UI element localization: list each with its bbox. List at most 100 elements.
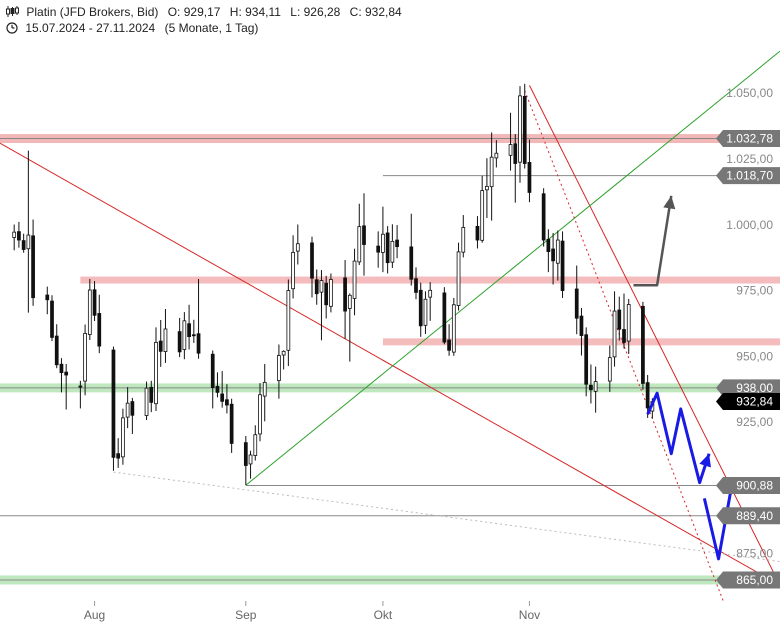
high-value: H: 934,11 bbox=[229, 5, 281, 19]
candle-body-22 bbox=[154, 341, 158, 405]
candle-body-11 bbox=[83, 333, 87, 382]
candle-body-57 bbox=[385, 232, 390, 264]
candle-body-31 bbox=[215, 385, 220, 393]
candle-body-81 bbox=[546, 238, 551, 253]
candle-body-18 bbox=[125, 402, 130, 418]
candle-body-48 bbox=[324, 282, 329, 306]
open-value: O: 929,17 bbox=[167, 5, 221, 19]
candle-body-9 bbox=[64, 371, 69, 376]
candle-body-33 bbox=[225, 399, 229, 406]
level-badge-3-shape bbox=[716, 477, 780, 495]
y-tick-label-6: 875,00 bbox=[736, 547, 773, 561]
trendline-3 bbox=[524, 90, 724, 602]
candle-body-16 bbox=[116, 453, 121, 459]
candle-body-82 bbox=[551, 248, 555, 262]
candle-body-7 bbox=[54, 335, 59, 366]
y-tick-label-0: 1.050,00 bbox=[726, 86, 773, 100]
candle-body-72 bbox=[485, 185, 489, 191]
x-tick-label-3: Nov bbox=[519, 608, 540, 622]
candle-body-5 bbox=[45, 294, 50, 301]
candle-body-84 bbox=[560, 240, 565, 291]
candle-body-86 bbox=[579, 315, 584, 336]
candle-body-83 bbox=[555, 239, 560, 264]
level-badge-0: 1.032,78 bbox=[716, 130, 780, 148]
level-badge-5: 865,00 bbox=[716, 571, 780, 589]
y-tick-label-2: 1.000,00 bbox=[726, 218, 773, 232]
candle-body-17 bbox=[121, 417, 125, 458]
candle-body-14 bbox=[97, 313, 102, 347]
candle-body-35 bbox=[243, 442, 248, 466]
trendline-layer bbox=[0, 50, 780, 602]
candle-body-45 bbox=[310, 242, 314, 279]
resistance-zone-0 bbox=[80, 276, 780, 284]
level-badge-5-shape bbox=[716, 571, 780, 589]
candle-body-94 bbox=[626, 304, 631, 342]
candle-body-37 bbox=[253, 434, 258, 456]
candle-body-61 bbox=[414, 278, 418, 293]
candle-body-77 bbox=[518, 95, 522, 163]
candle-body-66 bbox=[447, 339, 451, 351]
header-line-1: Platin (JFD Brokers, Bid) O: 929,17 H: 9… bbox=[6, 5, 408, 19]
candle-body-26 bbox=[182, 320, 187, 350]
y-tick-label-3: 975,00 bbox=[736, 284, 773, 298]
current-price-badge-shape bbox=[716, 392, 780, 410]
candle-body-59 bbox=[395, 239, 399, 248]
level-badge-1-shape bbox=[716, 167, 780, 185]
candle-body-34 bbox=[229, 403, 234, 444]
candle-body-56 bbox=[381, 233, 385, 253]
candle-body-12 bbox=[87, 289, 92, 335]
candle-body-0 bbox=[12, 231, 17, 238]
period-info: (5 Monate, 1 Tag) bbox=[164, 21, 259, 35]
candle-body-10 bbox=[78, 385, 83, 388]
candle-body-51 bbox=[347, 294, 352, 309]
candle-body-55 bbox=[376, 245, 381, 253]
candle-body-29 bbox=[196, 333, 201, 354]
x-tick-label-0: Aug bbox=[84, 608, 105, 622]
candle-body-23 bbox=[158, 340, 163, 352]
candle-body-39 bbox=[262, 381, 267, 397]
y-tick-label-5: 925,00 bbox=[736, 415, 773, 429]
candle-body-4 bbox=[31, 235, 35, 299]
candle-body-19 bbox=[130, 401, 135, 416]
candle-body-67 bbox=[451, 304, 456, 353]
candle-body-76 bbox=[513, 143, 518, 164]
candle-body-54 bbox=[362, 225, 366, 245]
candle-body-74 bbox=[494, 152, 499, 159]
candle-body-2 bbox=[21, 240, 26, 250]
candle-body-41 bbox=[281, 350, 286, 356]
candle-body-96 bbox=[645, 382, 650, 409]
candle-body-70 bbox=[475, 225, 480, 241]
current-price-badge: 932,84 bbox=[716, 392, 780, 410]
candle-body-87 bbox=[584, 334, 589, 385]
candle-body-27 bbox=[187, 323, 191, 338]
candle-body-20 bbox=[144, 387, 149, 416]
candlestick-icon bbox=[6, 6, 19, 17]
candle-body-90 bbox=[607, 357, 612, 382]
candle-body-24 bbox=[163, 328, 168, 352]
candle-body-50 bbox=[343, 277, 347, 312]
level-badge-5-text: 865,00 bbox=[736, 573, 773, 587]
clock-icon bbox=[6, 22, 18, 34]
zone-layer bbox=[0, 134, 780, 585]
candle-body-95 bbox=[641, 305, 645, 384]
level-badge-1: 1.018,70 bbox=[716, 167, 780, 185]
candle-body-91 bbox=[612, 310, 617, 358]
trendline-2 bbox=[245, 50, 780, 486]
candle-body-78 bbox=[522, 96, 527, 164]
candle-body-79 bbox=[527, 162, 532, 193]
x-tick-label-2: Okt bbox=[374, 608, 393, 622]
candle-body-73 bbox=[489, 156, 494, 188]
level-layer bbox=[0, 138, 720, 581]
scenario-arrowhead-0 bbox=[663, 195, 676, 210]
axis-layer: 1.050,00 1.025,00 1.000,00 975,00 950,00 925,… bbox=[84, 86, 780, 622]
candle-body-25 bbox=[177, 331, 182, 353]
trendline-4 bbox=[113, 471, 780, 563]
candle-body-6 bbox=[50, 300, 54, 338]
instrument-name: Platin (JFD Brokers, Bid) bbox=[26, 5, 159, 19]
current-price-badge-text: 932,84 bbox=[736, 394, 773, 408]
scenario-path-0 bbox=[633, 195, 673, 287]
candle-layer bbox=[12, 83, 655, 485]
level-badge-1-text: 1.018,70 bbox=[726, 169, 773, 183]
candle-body-88 bbox=[589, 384, 593, 391]
candle-body-53 bbox=[357, 226, 362, 263]
